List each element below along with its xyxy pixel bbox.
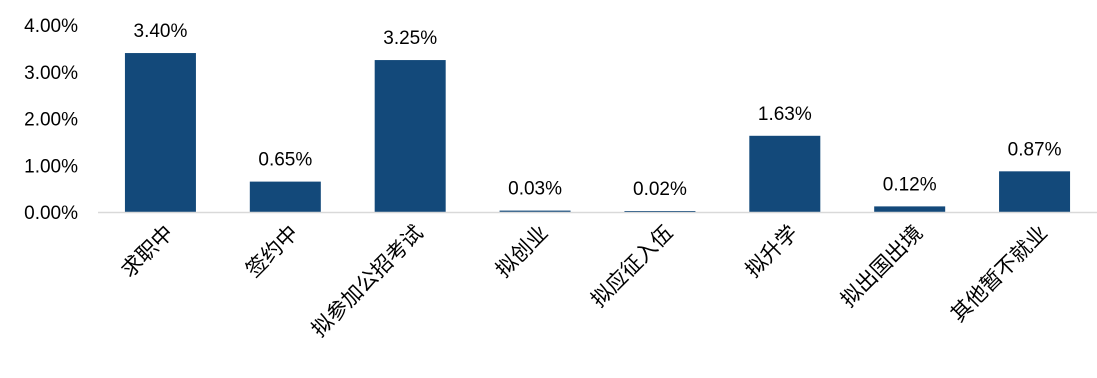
category-label: 拟参加公招考试 [307, 221, 428, 342]
bars [124, 53, 1071, 212]
bar [374, 60, 446, 212]
data-label: 0.87% [1008, 139, 1062, 160]
category-labels: 求职中 签约中 拟参加公招考试 拟创业 拟应征入伍 拟升学 拟出国出境 其他暂不就业 [116, 221, 1052, 342]
bar [624, 211, 696, 212]
bar [999, 171, 1071, 212]
category-label: 其他暂不就业 [946, 221, 1052, 327]
data-label: 0.65% [258, 150, 312, 171]
bar [249, 181, 321, 212]
data-label: 3.40% [134, 21, 188, 42]
y-tick-label: 4.00% [24, 16, 78, 37]
bar [874, 206, 946, 212]
y-axis-ticks: 0.00% 1.00% 2.00% 3.00% 4.00% [24, 16, 78, 224]
category-label: 拟应征入伍 [586, 221, 677, 312]
category-label: 拟升学 [741, 221, 803, 283]
data-label: 3.25% [383, 28, 437, 49]
data-label: 0.02% [633, 179, 687, 200]
category-label: 拟出国出境 [836, 221, 927, 312]
y-tick-label: 3.00% [24, 63, 78, 84]
bar [499, 210, 571, 212]
bar [124, 53, 196, 212]
data-label: 0.12% [883, 174, 937, 195]
data-label: 0.03% [508, 179, 562, 200]
bar [749, 135, 821, 212]
category-label: 签约中 [241, 221, 303, 283]
category-label: 拟创业 [491, 221, 553, 283]
category-label: 求职中 [116, 221, 178, 283]
y-tick-label: 0.00% [24, 203, 78, 224]
data-label: 1.63% [758, 104, 812, 125]
y-tick-label: 2.00% [24, 110, 78, 131]
y-tick-label: 1.00% [24, 156, 78, 177]
data-labels: 3.40% 0.65% 3.25% 0.03% 0.02% 1.63% 0.12% 0.87% [134, 21, 1062, 200]
